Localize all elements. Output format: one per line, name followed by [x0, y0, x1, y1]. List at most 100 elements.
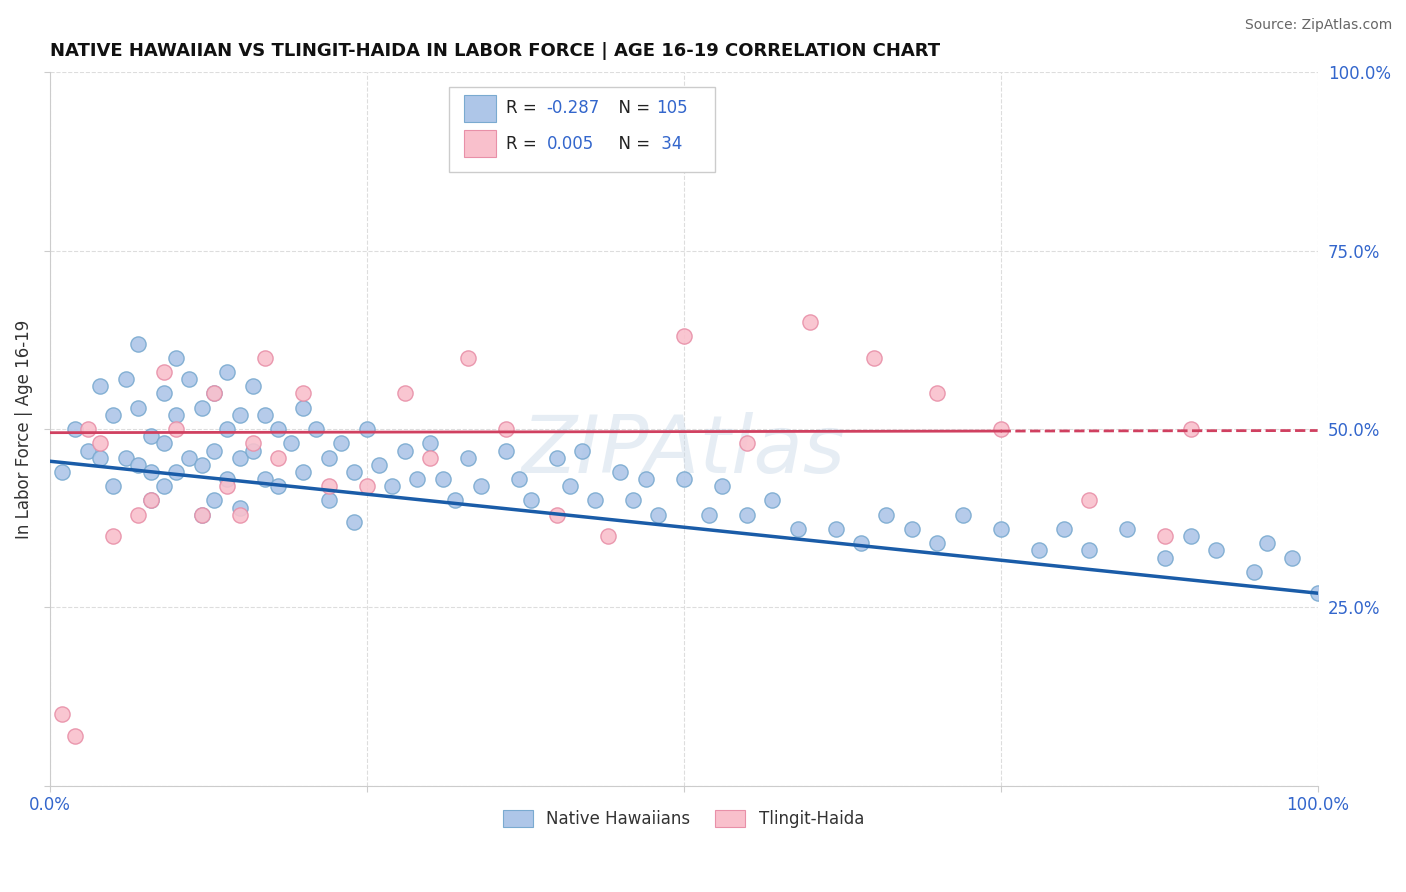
Point — [191, 508, 214, 522]
Point — [583, 493, 606, 508]
Point — [229, 450, 252, 465]
Point — [254, 408, 277, 422]
Text: ZIPAtlas: ZIPAtlas — [522, 411, 845, 490]
Point — [139, 493, 162, 508]
Point — [672, 329, 695, 343]
Point — [127, 336, 149, 351]
Point — [63, 422, 86, 436]
Point — [89, 436, 111, 450]
Point — [204, 443, 226, 458]
Point — [139, 429, 162, 443]
FancyBboxPatch shape — [449, 87, 716, 172]
Point — [406, 472, 429, 486]
Text: 105: 105 — [655, 99, 688, 117]
Point — [191, 508, 214, 522]
Point — [229, 500, 252, 515]
Point — [862, 351, 884, 365]
Text: NATIVE HAWAIIAN VS TLINGIT-HAIDA IN LABOR FORCE | AGE 16-19 CORRELATION CHART: NATIVE HAWAIIAN VS TLINGIT-HAIDA IN LABO… — [49, 42, 939, 60]
Point — [1180, 422, 1202, 436]
Point — [152, 386, 174, 401]
Point — [280, 436, 302, 450]
Point — [51, 465, 73, 479]
Text: R =: R = — [506, 99, 543, 117]
Point — [697, 508, 720, 522]
Point — [101, 408, 124, 422]
Point — [1256, 536, 1278, 550]
Point — [596, 529, 619, 543]
Point — [242, 379, 264, 393]
Text: R =: R = — [506, 135, 543, 153]
Point — [735, 436, 758, 450]
Point — [229, 508, 252, 522]
Point — [710, 479, 733, 493]
Point — [254, 351, 277, 365]
Point — [672, 472, 695, 486]
Point — [571, 443, 593, 458]
Point — [394, 386, 416, 401]
Point — [609, 465, 631, 479]
Point — [76, 422, 98, 436]
Point — [1053, 522, 1076, 536]
Point — [1154, 529, 1177, 543]
Text: 0.005: 0.005 — [547, 135, 593, 153]
Point — [1116, 522, 1139, 536]
Text: 34: 34 — [655, 135, 682, 153]
Point — [419, 450, 441, 465]
Point — [330, 436, 353, 450]
Point — [621, 493, 644, 508]
Point — [267, 422, 290, 436]
Point — [217, 365, 239, 379]
Point — [127, 458, 149, 472]
Point — [114, 450, 136, 465]
Point — [242, 443, 264, 458]
Point — [419, 436, 441, 450]
Point — [901, 522, 924, 536]
Point — [51, 707, 73, 722]
Text: N =: N = — [607, 135, 655, 153]
Point — [647, 508, 669, 522]
Point — [204, 493, 226, 508]
Point — [305, 422, 328, 436]
Point — [292, 386, 315, 401]
Point — [558, 479, 581, 493]
Point — [356, 479, 378, 493]
Point — [152, 365, 174, 379]
Point — [1078, 493, 1101, 508]
Point — [191, 458, 214, 472]
Point — [152, 436, 174, 450]
Point — [166, 408, 188, 422]
Point — [761, 493, 783, 508]
Point — [1306, 586, 1329, 600]
Point — [127, 401, 149, 415]
Point — [254, 472, 277, 486]
Point — [267, 479, 290, 493]
Point — [990, 422, 1012, 436]
Point — [63, 729, 86, 743]
Point — [166, 422, 188, 436]
Point — [495, 422, 517, 436]
Point — [114, 372, 136, 386]
Point — [204, 386, 226, 401]
Point — [508, 472, 530, 486]
Point — [990, 522, 1012, 536]
Point — [101, 529, 124, 543]
Point — [368, 458, 391, 472]
Text: Source: ZipAtlas.com: Source: ZipAtlas.com — [1244, 18, 1392, 32]
Point — [204, 386, 226, 401]
Point — [139, 493, 162, 508]
Point — [1243, 565, 1265, 579]
Point — [217, 479, 239, 493]
Point — [634, 472, 657, 486]
Point — [495, 443, 517, 458]
Point — [546, 450, 568, 465]
Legend: Native Hawaiians, Tlingit-Haida: Native Hawaiians, Tlingit-Haida — [496, 803, 870, 835]
Point — [786, 522, 808, 536]
Point — [1205, 543, 1227, 558]
Point — [318, 493, 340, 508]
Point — [179, 372, 201, 386]
Point — [217, 472, 239, 486]
Point — [292, 401, 315, 415]
Text: N =: N = — [607, 99, 655, 117]
Point — [127, 508, 149, 522]
Y-axis label: In Labor Force | Age 16-19: In Labor Force | Age 16-19 — [15, 319, 32, 539]
